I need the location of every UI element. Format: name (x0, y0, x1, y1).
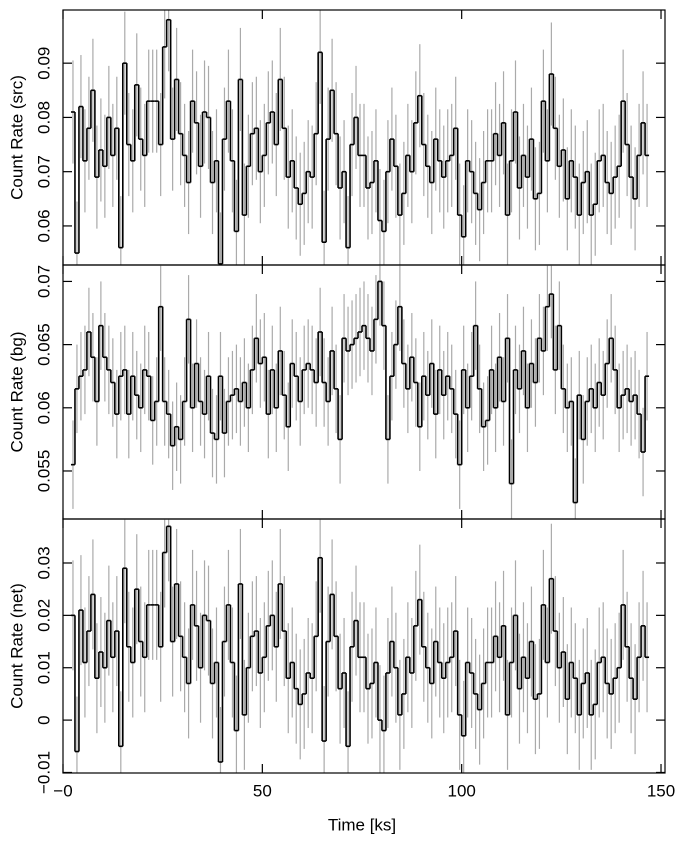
x-axis-label: Time [ks] (328, 815, 396, 834)
y-tick-label: 0.09 (34, 47, 53, 80)
y-tick-label: 0 (34, 715, 53, 724)
y-axis-label: Count Rate (net) (7, 583, 26, 709)
y-tick-label: 0.065 (34, 323, 53, 366)
y-tick-label: 0.01 (34, 651, 53, 684)
x-tick-label: −0 (53, 781, 72, 800)
panel (70, 10, 650, 265)
y-tick-label: 0.02 (34, 599, 53, 632)
x-tick-label: 50 (253, 781, 272, 800)
panel (70, 265, 650, 519)
y-tick-label: 0.06 (34, 391, 53, 424)
y-tick-label: 0.07 (34, 155, 53, 188)
y-tick-label: 0.07 (34, 265, 53, 298)
y-tick-label: 0.03 (34, 546, 53, 579)
x-tick-label: 100 (447, 781, 475, 800)
y-axis-label: Count Rate (src) (7, 75, 26, 200)
panel (70, 519, 650, 773)
y-tick-label: 0.08 (34, 101, 53, 134)
y-tick-label: −0.01 (34, 751, 53, 794)
y-tick-label: 0.06 (34, 209, 53, 242)
panel-frame (62, 518, 666, 774)
y-tick-label: 0.055 (34, 450, 53, 493)
y-axis-label: Count Rate (bg) (7, 332, 26, 453)
x-tick-label: 150 (647, 781, 675, 800)
